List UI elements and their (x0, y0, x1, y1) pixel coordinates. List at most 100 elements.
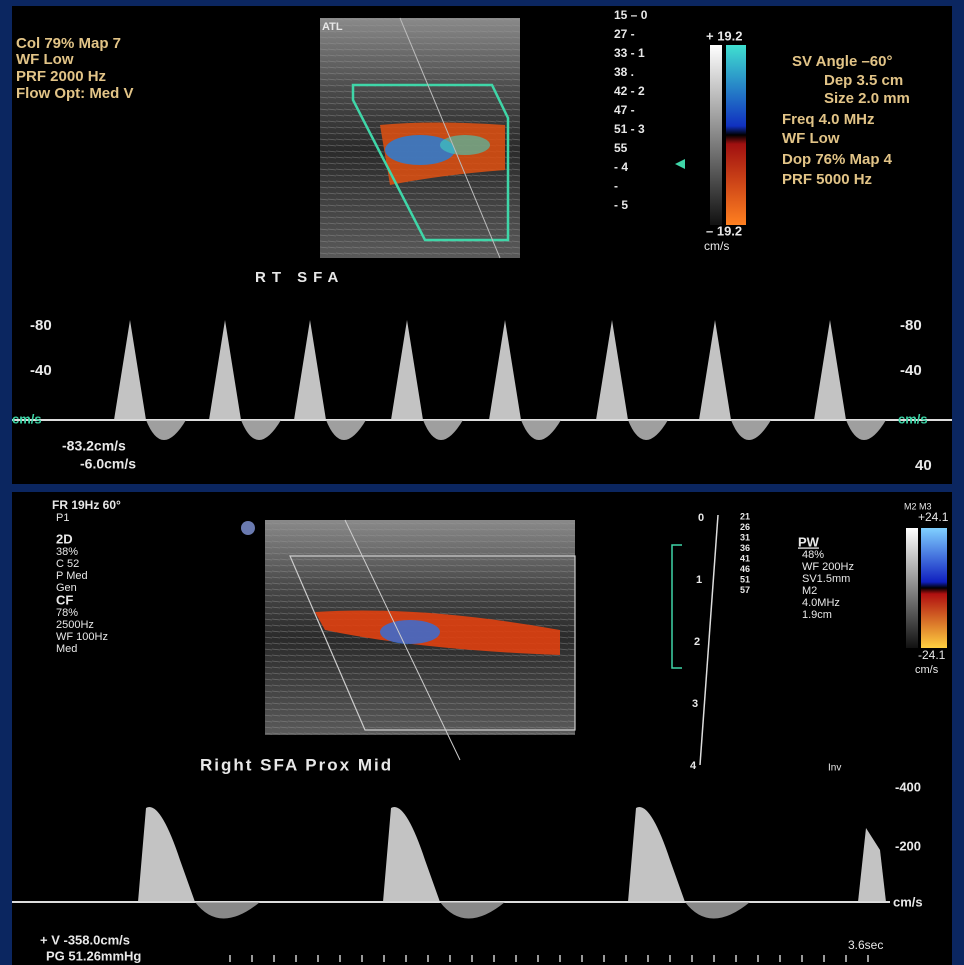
systolic-peak (391, 320, 423, 420)
scale-unit: cm/s (915, 664, 939, 676)
depth-label: 4 (690, 760, 697, 772)
gray-bar (906, 528, 918, 648)
depth-line (699, 514, 719, 766)
focus-marker (675, 159, 685, 169)
measurement: + V -358.0cm/s (40, 932, 130, 947)
color-bar (726, 45, 746, 225)
axis-label: -400 (895, 779, 921, 794)
depth-label: 3 (692, 698, 698, 710)
depth-label: - (614, 179, 618, 193)
settings: 48% (802, 549, 824, 561)
color-flow-blue (380, 620, 440, 644)
depth-label: 38 . (614, 65, 634, 79)
mode: M2 M3 (904, 501, 932, 511)
axis-label: -80 (900, 317, 922, 334)
measurement: -6.0cm/s (80, 456, 136, 472)
systolic-peak (209, 320, 241, 420)
settings: Gen (56, 582, 77, 594)
settings: Dep 3.5 cm (824, 72, 903, 89)
scale-label: 31 (740, 532, 750, 542)
depth-label: 51 - 3 (614, 122, 645, 136)
settings: Dop 76% Map 4 (782, 151, 893, 168)
settings: M2 (802, 585, 817, 597)
settings: Size 2.0 mm (824, 90, 910, 107)
axis-unit: cm/s (898, 411, 928, 426)
systolic-peak (114, 320, 146, 420)
systolic-peak (628, 807, 685, 902)
color-box (289, 555, 576, 731)
settings: SV1.5mm (802, 573, 850, 585)
reverse-flow (423, 420, 463, 440)
settings: FR 19Hz 60° (52, 498, 121, 512)
systolic-peak (138, 807, 195, 902)
axis-label: -80 (30, 317, 52, 334)
settings: Freq 4.0 MHz (782, 111, 875, 128)
color-flow-cyan (440, 135, 490, 155)
depth-label: 47 - (614, 103, 635, 117)
color-bar (921, 528, 947, 648)
scale-min: – 19.2 (706, 223, 742, 238)
sweep-time: 3.6sec (848, 938, 883, 952)
systolic-peak (383, 807, 440, 902)
gray-bar (710, 45, 722, 225)
settings: 4.0MHz (802, 597, 840, 609)
reverse-flow (195, 902, 260, 919)
doppler-waveform (114, 320, 886, 440)
settings: 1.9cm (802, 609, 832, 621)
systolic-peak (814, 320, 846, 420)
scale-max: + 19.2 (706, 28, 743, 43)
settings: PRF 2000 Hz (16, 68, 106, 85)
scale-label: 57 (740, 585, 750, 595)
probe-icon (241, 521, 255, 535)
depth-label: - 4 (614, 160, 628, 174)
settings: SV Angle –60° (792, 53, 892, 70)
reverse-flow (326, 420, 366, 440)
settings: P1 (56, 512, 69, 524)
depth-label: 2 (694, 636, 700, 648)
axis-label: -40 (30, 362, 52, 379)
reverse-flow (685, 902, 750, 919)
scale-max: +24.1 (918, 510, 949, 524)
label: RT SFA (255, 269, 344, 286)
settings: Col 79% Map 7 (16, 35, 121, 52)
settings: Med (56, 643, 77, 655)
settings: WF Low (782, 130, 840, 147)
reverse-flow (440, 902, 505, 919)
settings: WF 100Hz (56, 631, 108, 643)
reverse-flow (146, 420, 186, 440)
scale-label: 51 (740, 574, 750, 584)
scale-label: 41 (740, 553, 750, 563)
measurement: -83.2cm/s (62, 438, 126, 454)
color-box (351, 83, 510, 242)
systolic-peak (699, 320, 731, 420)
depth-label: 15 – 0 (614, 8, 648, 22)
reverse-flow (628, 420, 668, 440)
systolic-peak (858, 828, 886, 902)
settings: WF Low (16, 51, 74, 68)
depth-label: 1 (696, 574, 702, 586)
cursor-line (344, 519, 461, 761)
reverse-flow (846, 420, 886, 440)
depth-label: - 5 (614, 198, 628, 212)
measurement: PG 51.26mmHg (46, 948, 141, 963)
systolic-peak (489, 320, 521, 420)
settings: Flow Opt: Med V (16, 85, 134, 102)
depth-label: 27 - (614, 27, 635, 41)
settings: P Med (56, 570, 88, 582)
settings: PRF 5000 Hz (782, 171, 872, 188)
axis-unit: cm/s (893, 894, 923, 909)
settings: 38% (56, 546, 78, 558)
reverse-flow (521, 420, 561, 440)
scale-label: 46 (740, 564, 750, 574)
settings: 78% (56, 607, 78, 619)
axis-unit: cm/s (12, 411, 42, 426)
scale-unit: cm/s (704, 239, 729, 253)
settings: PW (798, 534, 820, 549)
scale-label: 21 (740, 511, 750, 521)
depth-label: 55 (614, 141, 628, 155)
label: Right SFA Prox Mid (200, 755, 393, 774)
scale-label: 26 (740, 522, 750, 532)
depth-label: 42 - 2 (614, 84, 645, 98)
logo: ATL (322, 21, 343, 33)
